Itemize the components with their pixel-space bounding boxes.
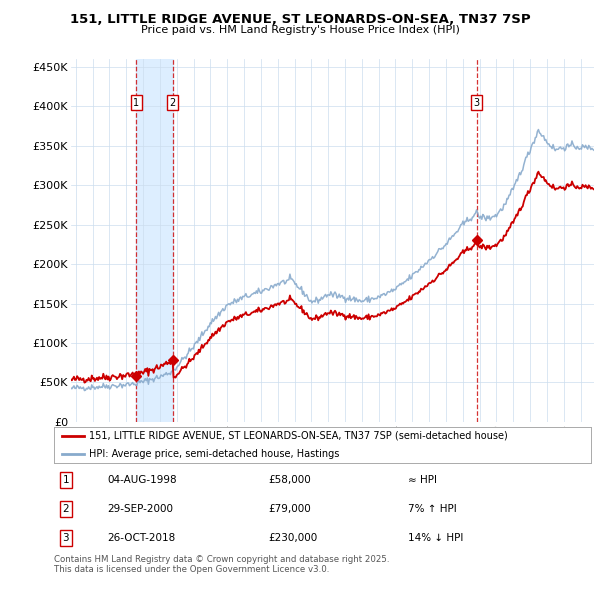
Bar xyxy=(136,59,173,422)
Text: ≈ HPI: ≈ HPI xyxy=(409,476,437,486)
Text: £230,000: £230,000 xyxy=(269,533,318,543)
Text: HPI: Average price, semi-detached house, Hastings: HPI: Average price, semi-detached house,… xyxy=(89,449,339,459)
Text: Contains HM Land Registry data © Crown copyright and database right 2025.
This d: Contains HM Land Registry data © Crown c… xyxy=(54,555,389,574)
Text: 3: 3 xyxy=(473,97,479,107)
Text: 26-OCT-2018: 26-OCT-2018 xyxy=(108,533,176,543)
Text: £58,000: £58,000 xyxy=(269,476,311,486)
Text: 151, LITTLE RIDGE AVENUE, ST LEONARDS-ON-SEA, TN37 7SP: 151, LITTLE RIDGE AVENUE, ST LEONARDS-ON… xyxy=(70,13,530,26)
Text: 2: 2 xyxy=(169,97,176,107)
Text: 3: 3 xyxy=(62,533,69,543)
Text: 2: 2 xyxy=(62,504,69,514)
Text: 14% ↓ HPI: 14% ↓ HPI xyxy=(409,533,464,543)
Text: 7% ↑ HPI: 7% ↑ HPI xyxy=(409,504,457,514)
Text: 1: 1 xyxy=(133,97,139,107)
Text: 1: 1 xyxy=(62,476,69,486)
Text: 29-SEP-2000: 29-SEP-2000 xyxy=(108,504,174,514)
Text: 04-AUG-1998: 04-AUG-1998 xyxy=(108,476,178,486)
Text: 151, LITTLE RIDGE AVENUE, ST LEONARDS-ON-SEA, TN37 7SP (semi-detached house): 151, LITTLE RIDGE AVENUE, ST LEONARDS-ON… xyxy=(89,431,508,441)
Text: Price paid vs. HM Land Registry's House Price Index (HPI): Price paid vs. HM Land Registry's House … xyxy=(140,25,460,35)
Text: £79,000: £79,000 xyxy=(269,504,311,514)
